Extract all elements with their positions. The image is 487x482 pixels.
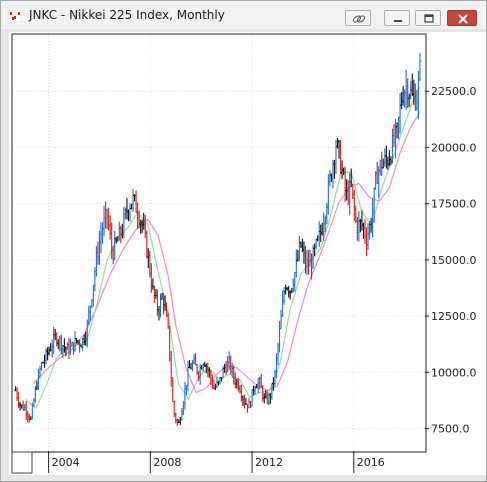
close-button[interactable]	[447, 10, 477, 26]
app-chart-icon	[9, 10, 21, 22]
grid-lines	[13, 35, 425, 451]
link-button[interactable]	[345, 10, 371, 26]
x-tick-label: 2008	[153, 456, 181, 469]
link-icon	[352, 15, 366, 23]
minimize-button[interactable]	[384, 10, 410, 26]
x-tick-label: 2004	[52, 456, 80, 469]
chart-area[interactable]: 7500.0 10000.0 12500.0 15000.0 17500.0 20000.…	[9, 32, 486, 475]
restore-button[interactable]	[415, 10, 441, 26]
y-tick-label: 7500.0	[431, 423, 470, 436]
price-bars	[14, 53, 422, 427]
y-tick-label: 22500.0	[431, 85, 477, 98]
moving-average-long-line	[32, 111, 421, 394]
y-tick-label: 15000.0	[431, 254, 477, 267]
minimize-icon	[394, 20, 402, 22]
moving-average-short-line	[25, 86, 421, 410]
title-bar[interactable]: JNKC - Nikkei 225 Index, Monthly	[1, 1, 486, 29]
window-title: JNKC - Nikkei 225 Index, Monthly	[29, 8, 225, 22]
x-tick-label: 2012	[255, 456, 283, 469]
price-chart[interactable]: 7500.0 10000.0 12500.0 15000.0 17500.0 20000.…	[9, 32, 486, 475]
plot-frame	[11, 33, 427, 453]
corner-box	[11, 451, 33, 474]
close-icon	[458, 14, 468, 24]
axis-labels: 7500.0 10000.0 12500.0 15000.0 17500.0 20000.…	[48, 85, 477, 473]
y-tick-label: 20000.0	[431, 141, 477, 154]
y-tick-label: 17500.0	[431, 198, 477, 211]
y-tick-label: 12500.0	[431, 310, 477, 323]
moving-averages	[25, 86, 421, 410]
restore-icon	[424, 14, 434, 23]
x-tick-label: 2016	[357, 456, 385, 469]
y-tick-label: 10000.0	[431, 366, 477, 379]
